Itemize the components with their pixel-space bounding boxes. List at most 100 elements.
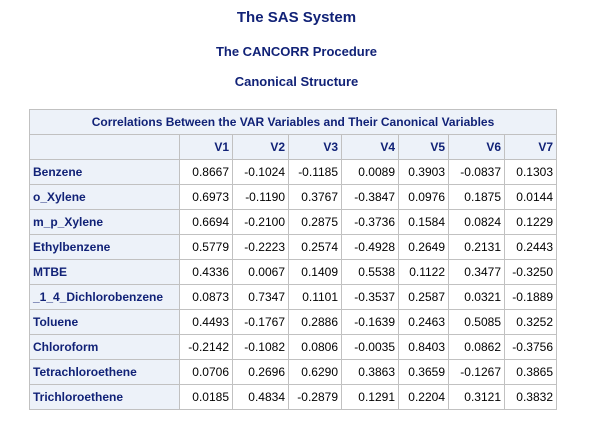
table-cell: -0.4928 — [341, 234, 399, 260]
column-header-row: V1 V2 V3 V4 V5 V6 V7 — [29, 134, 557, 160]
table-cell: 0.0144 — [504, 184, 557, 210]
table-cell: -0.3756 — [504, 334, 557, 360]
table-cell: 0.4336 — [179, 259, 233, 285]
table-cell: 0.1409 — [288, 259, 342, 285]
table-cell: 0.0806 — [288, 334, 342, 360]
table-cell: 0.3863 — [341, 359, 399, 385]
column-header-v7: V7 — [504, 134, 557, 160]
table-cell: -0.0837 — [448, 159, 505, 185]
table-cell: -0.1024 — [232, 159, 289, 185]
table-row: Trichloroethene 0.0185 0.4834 -0.2879 0.1291… — [29, 384, 557, 410]
section-title: Canonical Structure — [234, 74, 359, 89]
table-cell: -0.1889 — [504, 284, 557, 310]
table-cell: 0.1101 — [288, 284, 342, 310]
row-label: Trichloroethene — [29, 384, 180, 410]
table-cell: -0.1639 — [341, 309, 399, 335]
table-row: Toluene 0.4493 -0.1767 0.2886 -0.1639 0.2463 0… — [29, 309, 557, 335]
table-caption: Correlations Between the VAR Variables a… — [29, 109, 557, 135]
row-label: Toluene — [29, 309, 180, 335]
table-cell: -0.2142 — [179, 334, 233, 360]
table-cell: 0.0824 — [448, 209, 505, 235]
table-cell: -0.3736 — [341, 209, 399, 235]
table-cell: 0.8667 — [179, 159, 233, 185]
table-cell: 0.0067 — [232, 259, 289, 285]
table-cell: -0.2100 — [232, 209, 289, 235]
table-cell: 0.6973 — [179, 184, 233, 210]
table-row: Chloroform -0.2142 -0.1082 0.0806 -0.0035 0.8… — [29, 334, 557, 360]
table-cell: 0.5779 — [179, 234, 233, 260]
table-row: _1_4_Dichlorobenzene 0.0873 0.7347 0.1101 -0… — [29, 284, 557, 310]
table-cell: 0.6694 — [179, 209, 233, 235]
table-cell: 0.1584 — [398, 209, 449, 235]
table-row: Ethylbenzene 0.5779 -0.2223 0.2574 -0.4928 0.… — [29, 234, 557, 260]
table-cell: 0.3903 — [398, 159, 449, 185]
table-cell: 0.1122 — [398, 259, 449, 285]
table-cell: 0.0706 — [179, 359, 233, 385]
column-header-v4: V4 — [341, 134, 399, 160]
table-cell: 0.0862 — [448, 334, 505, 360]
table-cell: 0.5085 — [448, 309, 505, 335]
table-cell: 0.4834 — [232, 384, 289, 410]
row-label: Tetrachloroethene — [29, 359, 180, 385]
table-cell: -0.1185 — [288, 159, 342, 185]
table-cell: 0.4493 — [179, 309, 233, 335]
table-cell: 0.2649 — [398, 234, 449, 260]
column-header-v2: V2 — [232, 134, 289, 160]
header-corner-cell — [29, 134, 180, 160]
table-cell: 0.2131 — [448, 234, 505, 260]
table-cell: 0.3477 — [448, 259, 505, 285]
table-cell: 0.2587 — [398, 284, 449, 310]
column-header-v5: V5 — [398, 134, 449, 160]
table-cell: 0.3121 — [448, 384, 505, 410]
table-cell: 0.1303 — [504, 159, 557, 185]
table-cell: 0.6290 — [288, 359, 342, 385]
table-cell: 0.1229 — [504, 209, 557, 235]
table-cell: 0.3659 — [398, 359, 449, 385]
table-cell: -0.1082 — [232, 334, 289, 360]
table-cell: -0.3847 — [341, 184, 399, 210]
table-cell: 0.0976 — [398, 184, 449, 210]
row-label: Chloroform — [29, 334, 180, 360]
table-row: Tetrachloroethene 0.0706 0.2696 0.6290 0.386… — [29, 359, 557, 385]
table-cell: 0.3252 — [504, 309, 557, 335]
row-label: Ethylbenzene — [29, 234, 180, 260]
row-label: _1_4_Dichlorobenzene — [29, 284, 180, 310]
table-cell: 0.8403 — [398, 334, 449, 360]
row-label: Benzene — [29, 159, 180, 185]
table-cell: 0.2443 — [504, 234, 557, 260]
table-cell: -0.2223 — [232, 234, 289, 260]
table-cell: 0.2463 — [398, 309, 449, 335]
table-cell: 0.2574 — [288, 234, 342, 260]
table-cell: 0.1875 — [448, 184, 505, 210]
column-header-v6: V6 — [448, 134, 505, 160]
table-cell: -0.1267 — [448, 359, 505, 385]
table-cell: -0.2879 — [288, 384, 342, 410]
table-cell: 0.7347 — [232, 284, 289, 310]
table-cell: 0.3767 — [288, 184, 342, 210]
table-cell: 0.3832 — [504, 384, 557, 410]
table-cell: -0.3250 — [504, 259, 557, 285]
table-cell: -0.3537 — [341, 284, 399, 310]
canonical-structure-table: Correlations Between the VAR Variables a… — [29, 109, 557, 410]
row-label: m_p_Xylene — [29, 209, 180, 235]
table-cell: -0.1190 — [232, 184, 289, 210]
table-cell: 0.2696 — [232, 359, 289, 385]
table-cell: 0.0089 — [341, 159, 399, 185]
column-header-v3: V3 — [288, 134, 342, 160]
row-label: MTBE — [29, 259, 180, 285]
table-cell: 0.2886 — [288, 309, 342, 335]
column-header-v1: V1 — [179, 134, 233, 160]
table-row: o_Xylene 0.6973 -0.1190 0.3767 -0.3847 0.0976… — [29, 184, 557, 210]
table-cell: 0.2204 — [398, 384, 449, 410]
table-cell: 0.0321 — [448, 284, 505, 310]
table-row: Benzene 0.8667 -0.1024 -0.1185 0.0089 0.3903-… — [29, 159, 557, 185]
row-label: o_Xylene — [29, 184, 180, 210]
table-cell: -0.0035 — [341, 334, 399, 360]
table-cell: 0.0185 — [179, 384, 233, 410]
system-title: The SAS System — [236, 9, 357, 26]
table-cell: -0.1767 — [232, 309, 289, 335]
table-cell: 0.0873 — [179, 284, 233, 310]
table-row: MTBE 0.4336 0.0067 0.1409 0.5538 0.1122 0.3477… — [29, 259, 557, 285]
procedure-title: The CANCORR Procedure — [215, 44, 378, 59]
table-cell: 0.5538 — [341, 259, 399, 285]
